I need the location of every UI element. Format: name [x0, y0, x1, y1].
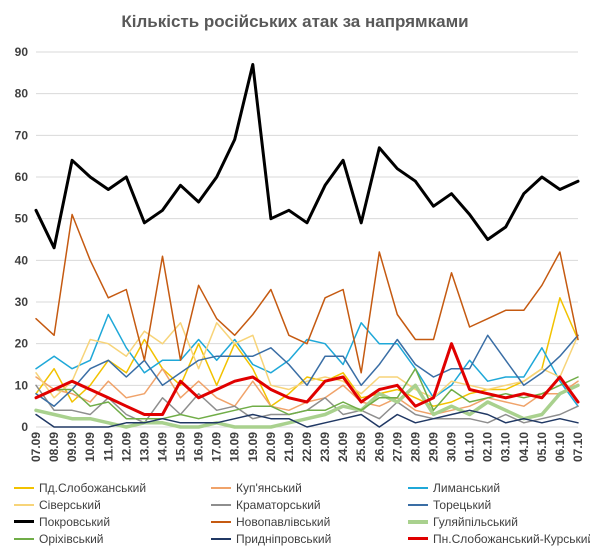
legend-label-11: Пн.Слобожанський-Курський [433, 531, 590, 546]
x-tick-label-11.09: 11.09 [101, 432, 115, 462]
legend-label-5: Торецький [433, 497, 492, 512]
legend-label-7: Новопавлівський [236, 514, 331, 529]
y-tick-label-20: 20 [15, 337, 29, 351]
legend-swatch-11 [408, 537, 428, 540]
x-tick-label-20.09: 20.09 [264, 432, 278, 462]
y-tick-label-90: 90 [15, 45, 29, 59]
x-tick-label-07.10: 07.10 [571, 432, 585, 462]
legend-item-1: Куп'янський [211, 480, 408, 495]
legend-item-6: Покровський [14, 514, 211, 529]
series-line-7 [35, 213, 579, 374]
legend-swatch-2 [408, 486, 428, 489]
legend-label-10: Придніпровський [236, 531, 332, 546]
x-tick-label-13.09: 13.09 [137, 432, 151, 462]
legend-swatch-4 [211, 503, 231, 506]
legend-label-3: Сіверський [39, 497, 101, 512]
legend-swatch-5 [408, 503, 428, 506]
x-tick-label-18.09: 18.09 [228, 432, 242, 462]
x-tick-label-28.09: 28.09 [408, 432, 422, 462]
legend-label-4: Краматорський [236, 497, 321, 512]
x-tick-label-19.09: 19.09 [246, 432, 260, 462]
legend-label-2: Лиманський [433, 480, 501, 495]
x-tick-label-27.09: 27.09 [390, 432, 404, 462]
x-tick-label-14.09: 14.09 [155, 432, 169, 462]
legend-item-8: Гуляйпільський [408, 514, 584, 529]
y-tick-label-0: 0 [21, 420, 28, 434]
legend-item-7: Новопавлівський [211, 514, 408, 529]
legend-swatch-3 [14, 503, 34, 506]
y-tick-label-80: 80 [15, 87, 29, 101]
x-tick-label-08.09: 08.09 [47, 432, 61, 462]
x-tick-label-25.09: 25.09 [354, 432, 368, 462]
legend-swatch-10 [211, 537, 231, 540]
y-tick-label-10: 10 [15, 378, 29, 392]
x-tick-label-21.09: 21.09 [282, 432, 296, 462]
legend-swatch-1 [211, 486, 231, 489]
x-tick-label-30.09: 30.09 [445, 432, 459, 462]
x-tick-label-22.09: 22.09 [300, 432, 314, 462]
legend-item-4: Краматорський [211, 497, 408, 512]
series-line-9 [35, 367, 579, 420]
series-line-5 [35, 334, 579, 407]
x-tick-label-10.09: 10.09 [83, 432, 97, 462]
legend-swatch-7 [211, 520, 231, 523]
legend-item-9: Оріхівський [14, 531, 211, 546]
legend-label-0: Пд.Слобожанський [39, 480, 147, 495]
x-tick-label-03.10: 03.10 [499, 432, 513, 462]
x-tick-label-07.09: 07.09 [29, 432, 43, 462]
y-tick-label-50: 50 [15, 212, 29, 226]
x-tick-label-26.09: 26.09 [372, 432, 386, 462]
legend-item-10: Придніпровський [211, 531, 408, 546]
y-tick-label-60: 60 [15, 170, 29, 184]
legend-label-8: Гуляйпільський [433, 514, 518, 529]
x-tick-label-02.10: 02.10 [481, 432, 495, 462]
x-tick-label-29.09: 29.09 [426, 432, 440, 462]
y-tick-label-40: 40 [15, 253, 29, 267]
legend-label-6: Покровський [39, 514, 111, 529]
legend-item-2: Лиманський [408, 480, 584, 495]
x-tick-label-17.09: 17.09 [210, 432, 224, 462]
x-tick-label-04.10: 04.10 [517, 432, 531, 462]
legend: Пд.Слобожанський Куп'янський Лиманський Сів… [14, 480, 590, 546]
x-tick-label-06.10: 06.10 [553, 432, 567, 462]
series-line-8 [34, 383, 580, 429]
legend-swatch-8 [408, 519, 428, 524]
series-line-10 [35, 409, 579, 428]
series-line-2 [35, 313, 579, 407]
legend-label-9: Оріхівський [39, 531, 104, 546]
x-tick-label-24.09: 24.09 [336, 432, 350, 462]
x-tick-label-15.09: 15.09 [174, 432, 188, 462]
legend-label-1: Куп'янський [236, 480, 302, 495]
x-tick-label-12.09: 12.09 [119, 432, 133, 462]
x-tick-label-09.09: 09.09 [65, 432, 79, 462]
series-line-3 [35, 322, 579, 399]
x-tick-label-23.09: 23.09 [318, 432, 332, 462]
x-tick-label-05.10: 05.10 [535, 432, 549, 462]
legend-swatch-6 [14, 520, 34, 523]
legend-swatch-0 [14, 486, 34, 489]
legend-item-0: Пд.Слобожанський [14, 480, 211, 495]
series-line-6 [34, 63, 580, 250]
y-tick-label-70: 70 [15, 128, 29, 142]
legend-swatch-9 [14, 537, 34, 540]
chart-title: Кількість російських атак за напрямками [121, 12, 469, 31]
legend-item-11: Пн.Слобожанський-Курський [408, 531, 590, 546]
series-line-11 [34, 342, 580, 416]
legend-item-3: Сіверський [14, 497, 211, 512]
legend-item-5: Торецький [408, 497, 584, 512]
x-tick-label-01.10: 01.10 [463, 432, 477, 462]
x-tick-label-16.09: 16.09 [192, 432, 206, 462]
y-tick-label-30: 30 [15, 295, 29, 309]
